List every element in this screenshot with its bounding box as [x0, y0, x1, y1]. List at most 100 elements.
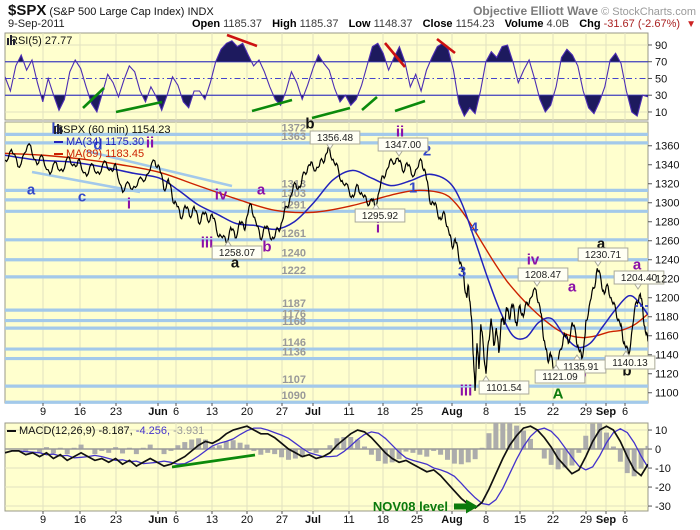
ohlc-quote: Open 1185.37 High 1185.37 Low 1148.37 Close…	[185, 18, 696, 30]
callout-box	[534, 369, 586, 384]
price-legend: $SPX (60 min) 1154.23 MA(34) 1175.30 MA(…	[54, 124, 171, 160]
high-label: High	[272, 18, 297, 30]
nov08-level-annotation: NOV08 level	[373, 499, 448, 514]
x-axis-label: 25	[411, 514, 423, 526]
ma34-legend-row: MA(34) 1175.30	[54, 136, 171, 148]
callout-box	[604, 355, 656, 370]
x-axis-label: 25	[411, 406, 423, 418]
wave-label: c	[78, 189, 86, 206]
wave-label: d	[93, 137, 102, 154]
callout-price-label: 1121.09	[542, 372, 578, 383]
chart-header: $SPX (S&P 500 Large Cap Index) INDX Obje…	[8, 2, 696, 19]
support-level-label: 1303	[282, 188, 306, 200]
x-axis-label: 29	[580, 406, 592, 418]
wave-label: b	[622, 363, 631, 380]
macd-legend-name: MACD(12,26,9)	[19, 425, 96, 437]
price-callout: 1101.54	[478, 375, 530, 395]
wave-label: A	[553, 386, 564, 403]
callout-box	[613, 270, 665, 285]
bullish-divergence-line	[394, 99, 426, 113]
close-label: Close	[422, 18, 453, 30]
low-label: Low	[348, 18, 371, 30]
x-axis-label: Jun	[148, 406, 168, 418]
ma34-legend-label: MA(34) 1175.30	[66, 136, 145, 148]
x-axis-label: 27	[276, 406, 288, 418]
price-callout: 1347.00	[377, 137, 429, 157]
callout-box	[309, 130, 361, 145]
rsi-axis-label: 10	[655, 107, 667, 119]
x-axis-label: 8	[483, 514, 489, 526]
support-level-label: 1107	[282, 374, 306, 386]
price-legend-symbol: $SPX (60 min) 1154.23	[57, 124, 171, 136]
bearish-divergence-line	[226, 33, 258, 48]
callout-box	[517, 267, 569, 282]
x-axis-label: 20	[241, 406, 253, 418]
high-value: 1185.37	[299, 18, 339, 30]
rsi-axis-label: 50	[655, 73, 667, 85]
price-axis-label: 1100	[655, 388, 679, 400]
wave-label: 4	[470, 220, 479, 237]
support-level-label: 1187	[282, 298, 306, 310]
wave-label: iv	[215, 187, 228, 204]
wave-label: iv	[527, 252, 540, 269]
exchange: INDX	[187, 6, 214, 18]
bullish-divergence-line	[311, 106, 351, 120]
x-axis-label: 20	[241, 514, 253, 526]
price-axis-label: 1200	[655, 293, 679, 305]
wave-label: b	[262, 239, 271, 256]
macd-axis-label: -10	[655, 463, 671, 475]
symbol-name: (S&P 500 Large Cap Index)	[49, 6, 185, 18]
price-axis-label: 1360	[655, 141, 679, 153]
callout-price-label: 1356.48	[317, 133, 354, 144]
callout-price-label: 1258.07	[219, 248, 256, 259]
bullish-divergence-line	[361, 96, 378, 111]
x-axis-label: 13	[206, 514, 218, 526]
bearish-divergence-line	[436, 37, 456, 55]
chg-label: Chg	[579, 18, 601, 30]
x-axis-label: Jun	[148, 514, 168, 526]
macd-signal-value: -4.256,	[135, 425, 171, 437]
x-axis-label: 9	[40, 514, 46, 526]
x-axis-label: 22	[547, 406, 559, 418]
price-callout: 1356.48	[309, 130, 361, 150]
support-level-label: 1222	[282, 265, 306, 277]
x-axis-label: 11	[343, 514, 354, 526]
callout-price-label: 1230.71	[585, 250, 622, 261]
x-axis-label: 23	[110, 514, 122, 526]
price-axis-label: 1240	[655, 255, 679, 267]
support-level-label: 1168	[282, 316, 306, 328]
wave-label: ii	[396, 124, 404, 141]
wave-label: 3	[458, 264, 466, 281]
x-axis-label: 6	[173, 514, 179, 526]
price-axis-label: 1340	[655, 160, 679, 172]
support-level-label: 1240	[282, 248, 306, 260]
x-axis-label: Jul	[305, 406, 321, 418]
rsi-legend-label: RSI(5) 27.77	[10, 35, 73, 47]
macd-hist-value: -3.931	[173, 425, 205, 437]
copyright: © StockCharts.com	[601, 6, 696, 18]
support-level-label: 1176	[282, 309, 306, 321]
price-axis-label: 1300	[655, 198, 679, 210]
wave-label: i	[127, 196, 131, 213]
callout-price-label: 1208.47	[525, 270, 562, 281]
macd-value: -8.187,	[98, 425, 133, 437]
ma89-legend-label: MA(89) 1183.45	[66, 148, 145, 160]
ma89-line-icon	[54, 153, 63, 156]
green-arrow-icon	[454, 499, 478, 514]
price-callout: 1140.13	[604, 350, 656, 370]
callout-price-label: 1140.13	[612, 358, 648, 369]
support-level-label: 1090	[282, 390, 306, 402]
volume-value: 4.0B	[546, 18, 570, 30]
callout-box	[377, 137, 429, 152]
x-axis-label: 16	[74, 514, 86, 526]
wave-label: a	[633, 257, 642, 274]
price-line	[5, 142, 648, 391]
ma34-line-icon	[54, 141, 63, 144]
price-axis-label: 1160	[655, 331, 679, 343]
price-callout: 1208.47	[517, 267, 569, 287]
wave-label: b	[305, 116, 314, 133]
branding: Objective Elliott Wave © StockCharts.com	[473, 4, 696, 18]
x-axis-label: 18	[377, 514, 389, 526]
